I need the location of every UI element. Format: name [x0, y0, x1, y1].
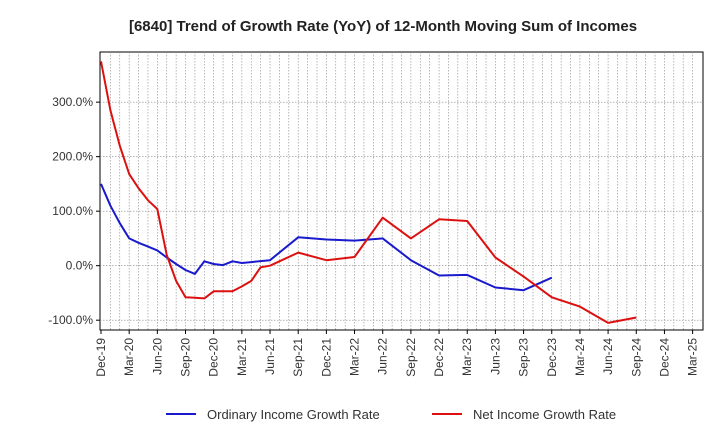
legend: Ordinary Income Growth Rate Net Income G…	[166, 407, 616, 422]
grid-lines	[100, 52, 703, 330]
y-tick-label: 0.0%	[66, 259, 94, 273]
x-tick-label: Mar-20	[122, 338, 136, 376]
series-lines	[100, 61, 637, 324]
y-axis-ticks: 300.0% 200.0% 100.0% 0.0% -100.0%	[48, 95, 100, 327]
x-tick-label: Dec-23	[545, 338, 559, 377]
y-tick-label: 100.0%	[52, 204, 93, 218]
legend-label-net-income: Net Income Growth Rate	[473, 407, 616, 422]
x-axis-ticks: Dec-19 Mar-20 Jun-20 Sep-20 Dec-20 Mar-21 Jun-…	[94, 330, 700, 377]
x-tick-label: Jun-20	[150, 338, 164, 375]
x-tick-label: Mar-22	[348, 338, 362, 376]
x-tick-label: Dec-19	[94, 338, 108, 377]
x-tick-label: Dec-20	[207, 338, 221, 377]
x-tick-label: Jun-21	[263, 338, 277, 375]
x-tick-label: Dec-24	[657, 338, 671, 377]
x-tick-label: Jun-24	[601, 338, 615, 375]
x-tick-label: Sep-23	[517, 338, 531, 377]
x-tick-label: Mar-23	[460, 338, 474, 376]
x-tick-label: Jun-23	[488, 338, 502, 375]
series-line-net-income	[100, 61, 637, 324]
series-line-ordinary-income	[100, 183, 553, 292]
x-tick-label: Sep-24	[629, 338, 643, 377]
chart-title: [6840] Trend of Growth Rate (YoY) of 12-…	[129, 18, 637, 35]
y-tick-label: -100.0%	[48, 313, 93, 327]
x-tick-label: Sep-22	[404, 338, 418, 377]
x-tick-label: Mar-24	[573, 338, 587, 376]
y-tick-label: 300.0%	[52, 95, 93, 109]
x-tick-label: Sep-21	[291, 338, 305, 377]
x-tick-label: Jun-22	[376, 338, 390, 375]
x-tick-label: Dec-21	[319, 338, 333, 377]
x-tick-label: Sep-20	[179, 338, 193, 377]
x-tick-label: Mar-21	[235, 338, 249, 376]
y-tick-label: 200.0%	[52, 150, 93, 164]
x-tick-label: Dec-22	[432, 338, 446, 377]
legend-label-ordinary-income: Ordinary Income Growth Rate	[207, 407, 380, 422]
x-tick-label: Mar-25	[686, 338, 700, 376]
